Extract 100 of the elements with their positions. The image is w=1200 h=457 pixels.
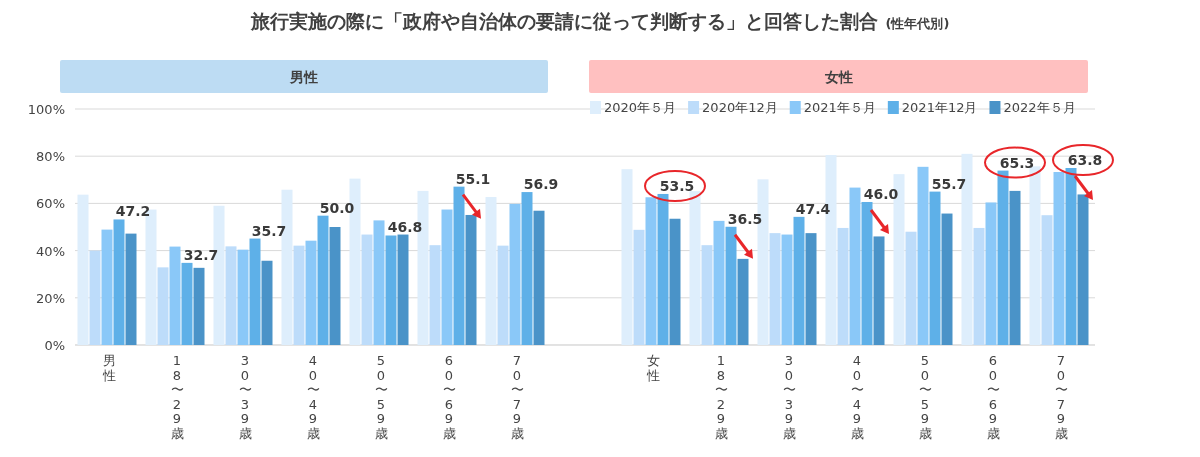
bar	[193, 267, 205, 345]
bar	[361, 234, 373, 345]
bar	[713, 220, 725, 345]
bar	[985, 202, 997, 345]
data-label: 50.0	[319, 199, 355, 216]
bar	[1053, 172, 1065, 345]
data-label: 55.7	[931, 175, 967, 192]
bar	[793, 216, 805, 345]
data-label: 46.0	[863, 185, 899, 202]
bar	[441, 209, 453, 345]
bar	[329, 227, 341, 345]
data-label: 47.2	[115, 203, 151, 220]
x-tick-label: 男性	[101, 353, 116, 383]
chart-title: 旅行実施の際に「政府や自治体の要請に従って判断する」と回答した割合	[249, 10, 878, 32]
x-tick-label: 50〜59歳	[374, 353, 388, 441]
bar	[997, 170, 1009, 345]
bar	[125, 233, 137, 345]
bar	[917, 166, 929, 345]
bar	[453, 186, 465, 345]
bar	[657, 193, 669, 345]
legend-label: 2020年５月	[604, 100, 677, 115]
bar	[397, 234, 409, 345]
bar	[429, 245, 441, 345]
x-tick-label: 70〜79歳	[510, 353, 524, 441]
x-tick-label: 30〜39歳	[782, 353, 796, 441]
x-tick-label: 60〜69歳	[442, 353, 456, 441]
y-tick-label: 40%	[36, 243, 65, 259]
bar	[485, 197, 497, 345]
legend-label: 2021年12月	[901, 100, 978, 115]
bar	[781, 234, 793, 345]
y-tick-label: 0%	[44, 338, 65, 353]
bar	[101, 229, 113, 345]
legend-label: 2022年５月	[1003, 100, 1076, 115]
bar	[1029, 166, 1041, 345]
bar	[497, 245, 509, 345]
bar	[521, 192, 533, 345]
bar	[373, 220, 385, 345]
bar	[929, 191, 941, 345]
bar	[465, 214, 477, 345]
data-label: 55.1	[455, 170, 491, 187]
bar	[769, 233, 781, 345]
bar	[973, 227, 985, 345]
x-tick-label: 40〜49歳	[850, 353, 864, 441]
legend-label: 2021年５月	[803, 100, 876, 115]
bar	[725, 226, 737, 345]
chart-subtitle: (性年代別)	[885, 16, 950, 31]
bar	[645, 197, 657, 345]
bar	[805, 233, 817, 345]
y-tick-label: 20%	[36, 290, 65, 306]
x-tick-label: 30〜39歳	[238, 353, 252, 441]
bar	[157, 267, 169, 345]
bar	[533, 210, 545, 345]
bar	[385, 235, 397, 345]
bar	[941, 213, 953, 345]
y-tick-label: 100%	[27, 102, 65, 117]
data-label: 56.9	[523, 176, 559, 193]
bar	[633, 229, 645, 345]
bar	[737, 258, 749, 345]
bar	[181, 262, 193, 345]
bar	[1009, 190, 1021, 345]
bar	[261, 260, 273, 345]
bar	[225, 246, 237, 345]
bar	[113, 219, 125, 345]
bar	[317, 215, 329, 345]
bar	[237, 249, 249, 345]
bar	[701, 245, 713, 345]
bar	[689, 191, 701, 345]
x-tick-label: 60〜69歳	[986, 353, 1000, 441]
data-label: 47.4	[795, 200, 831, 217]
bar	[249, 238, 261, 345]
text: 女性	[823, 69, 853, 85]
x-tick-label: 女性	[645, 353, 660, 383]
bar	[293, 245, 305, 345]
bar	[1077, 194, 1089, 345]
x-tick-label: 40〜49歳	[306, 353, 320, 441]
bar	[305, 240, 317, 345]
data-label: 65.3	[999, 154, 1035, 171]
bar	[1041, 215, 1053, 345]
x-tick-label: 50〜59歳	[918, 353, 932, 441]
y-tick-label: 60%	[36, 196, 65, 212]
data-label: 53.5	[659, 177, 695, 194]
data-label: 32.7	[183, 246, 219, 263]
x-tick-label: 18〜29歳	[170, 353, 184, 441]
bar	[89, 250, 101, 345]
data-label: 35.7	[251, 222, 287, 239]
bar	[905, 231, 917, 345]
data-label: 63.8	[1067, 152, 1103, 168]
y-tick-label: 80%	[36, 149, 65, 165]
data-label: 46.8	[387, 218, 423, 235]
bar	[669, 218, 681, 345]
bar	[621, 169, 633, 345]
bar	[1065, 168, 1077, 345]
bar	[169, 246, 181, 345]
x-tick-label: 70〜79歳	[1054, 353, 1068, 441]
bar	[77, 194, 89, 345]
bar	[849, 187, 861, 345]
bar	[509, 203, 521, 345]
bar	[861, 201, 873, 345]
bar	[837, 227, 849, 345]
bar	[873, 236, 885, 345]
